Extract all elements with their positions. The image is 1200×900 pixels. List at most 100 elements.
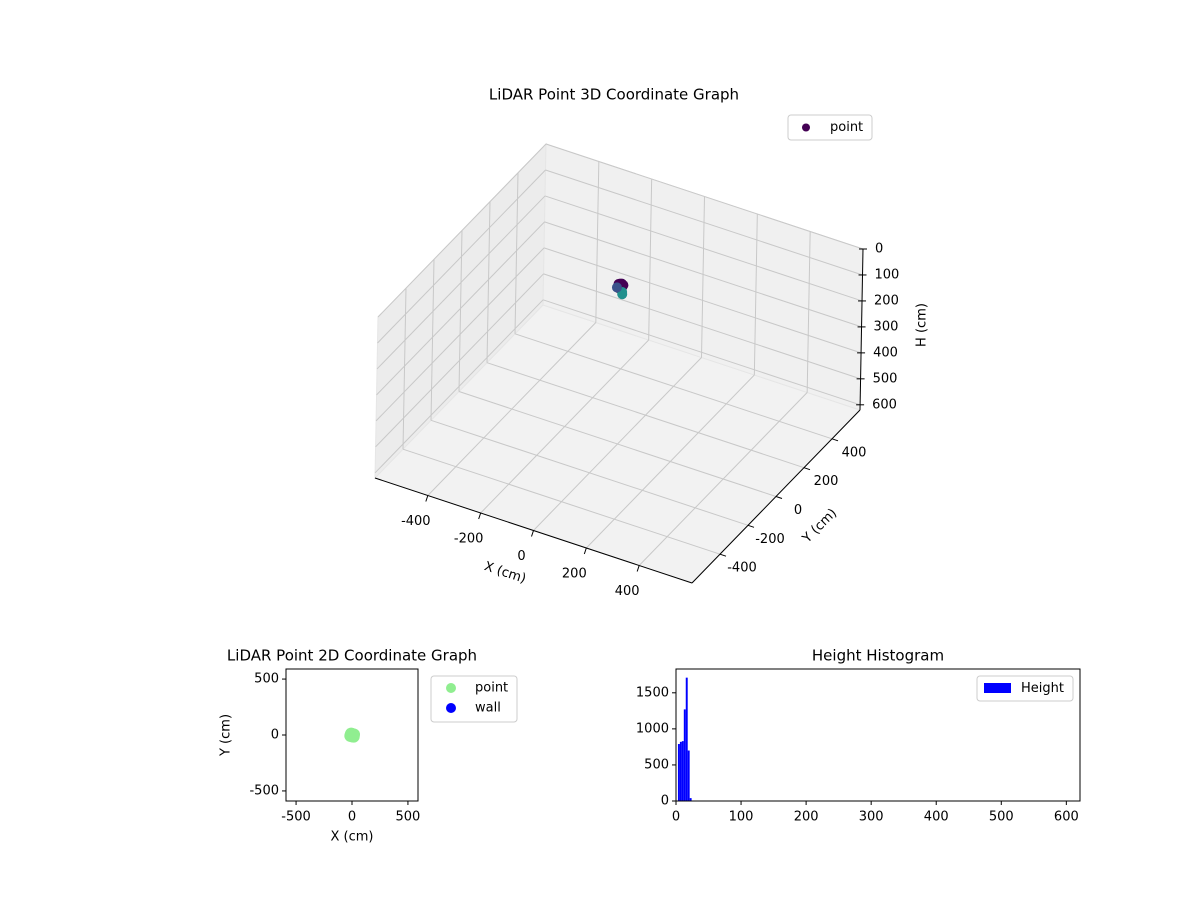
x-tick-label: 300 xyxy=(859,810,884,825)
y-tick-label: 200 xyxy=(814,474,839,489)
legend-marker xyxy=(802,123,810,132)
grid-line xyxy=(375,247,545,422)
grid-line xyxy=(543,247,862,354)
grid-line xyxy=(377,169,546,344)
grid-line xyxy=(486,362,805,469)
legend-marker xyxy=(446,703,456,713)
grid-line xyxy=(374,299,544,474)
legend-label: point xyxy=(475,681,508,696)
chart-title: LiDAR Point 2D Coordinate Graph xyxy=(227,647,477,665)
z-tick-label: 0 xyxy=(875,242,883,257)
grid-line xyxy=(430,259,435,421)
grid-line xyxy=(402,288,407,450)
x-axis-line xyxy=(374,477,693,584)
z-tick-label: 300 xyxy=(874,319,899,334)
z-tick-label: 500 xyxy=(873,371,898,386)
tick-mark xyxy=(531,530,534,537)
x-tick-label: 500 xyxy=(989,810,1014,825)
x-tick-label: 0 xyxy=(517,549,525,564)
point xyxy=(611,282,622,293)
y-tick-label: -500 xyxy=(249,783,279,798)
y-tick-label: 0 xyxy=(271,728,279,743)
grid-line xyxy=(542,299,861,406)
x-tick-label: 600 xyxy=(1054,810,1079,825)
legend-marker xyxy=(446,683,456,693)
x-tick-label: 0 xyxy=(672,810,680,825)
y-tick-label: 1000 xyxy=(636,721,669,736)
z-tick-label: 600 xyxy=(872,397,897,412)
point xyxy=(617,289,628,300)
grid-line xyxy=(545,169,863,276)
chart-title: LiDAR Point 3D Coordinate Graph xyxy=(489,86,739,104)
x-tick-label: -400 xyxy=(401,514,431,529)
x-axis-label: X (cm) xyxy=(331,830,374,845)
grid-line xyxy=(544,221,862,328)
tick-mark xyxy=(775,496,783,499)
x-tick-label: 0 xyxy=(348,810,356,825)
legend-label: point xyxy=(830,120,863,135)
z-tick-label: 100 xyxy=(875,267,900,282)
bar xyxy=(681,741,684,801)
legend-label: Height xyxy=(1021,681,1064,696)
legend-box xyxy=(787,114,873,141)
bar xyxy=(683,709,686,801)
y-tick-label: -200 xyxy=(755,532,785,547)
y-tick-label: 1500 xyxy=(636,685,669,700)
z-axis-line xyxy=(859,248,864,411)
grid-line xyxy=(458,391,777,497)
tick-mark xyxy=(831,438,839,442)
y-tick-label: 0 xyxy=(794,503,802,518)
z-tick-label: 400 xyxy=(873,345,898,360)
tick-mark xyxy=(719,553,727,557)
bar xyxy=(689,798,692,801)
legend-box xyxy=(976,675,1074,702)
grid-line xyxy=(514,333,833,440)
grid-line xyxy=(648,178,653,341)
x-tick-label: 400 xyxy=(615,584,640,599)
grid-line xyxy=(545,143,864,250)
tick-mark xyxy=(803,467,811,471)
grid-line xyxy=(544,195,863,302)
z-tick-label: 200 xyxy=(874,293,899,308)
y-tick-label: 500 xyxy=(254,672,279,687)
legend-label: wall xyxy=(475,701,501,716)
legend-patch xyxy=(984,683,1011,693)
y-tick-label: 400 xyxy=(842,445,867,460)
bar xyxy=(685,677,688,801)
x-tick-label: -500 xyxy=(281,810,311,825)
chart-title: Height Histogram xyxy=(812,647,944,665)
grid-line xyxy=(486,201,491,363)
grid-line xyxy=(376,195,546,370)
tick-mark xyxy=(478,512,482,520)
grid-line xyxy=(375,273,544,448)
y-tick-label: -400 xyxy=(727,561,757,576)
y-tick-label: 0 xyxy=(661,794,669,809)
grid-line xyxy=(701,196,705,358)
x-tick-label: 200 xyxy=(562,567,587,582)
grid-line xyxy=(806,231,811,393)
grid-line xyxy=(458,230,463,392)
x-tick-label: -200 xyxy=(454,532,484,547)
y-tick-label: 500 xyxy=(644,757,669,772)
grid-line xyxy=(402,448,721,555)
tick-mark xyxy=(636,565,640,572)
grid-line xyxy=(376,221,545,396)
grid-line xyxy=(543,273,861,380)
tick-mark xyxy=(425,495,429,502)
point xyxy=(344,729,357,742)
grid-line xyxy=(377,143,547,318)
x-tick-label: 200 xyxy=(794,810,819,825)
z-axis-label: H (cm) xyxy=(915,303,930,347)
tick-mark xyxy=(583,547,587,555)
bar xyxy=(687,750,690,801)
grid-line xyxy=(595,161,600,323)
y-axis-label: Y (cm) xyxy=(219,714,234,757)
x-tick-label: 100 xyxy=(729,810,754,825)
bar xyxy=(677,744,680,801)
plot-frame xyxy=(675,668,1081,802)
y-axis-line xyxy=(691,409,861,584)
bar xyxy=(679,741,682,801)
tick-mark xyxy=(747,524,755,528)
grid-line xyxy=(753,213,758,376)
